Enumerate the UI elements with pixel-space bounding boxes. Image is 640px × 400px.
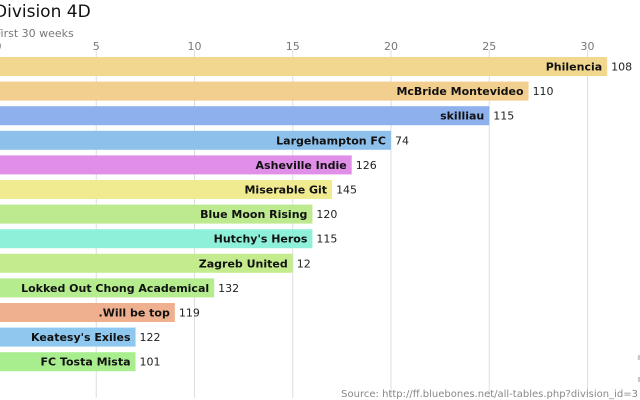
bar-category-label: McBride Montevideo xyxy=(396,85,524,98)
bar-category-label: FC Tosta Mista xyxy=(41,356,131,369)
bar xyxy=(0,81,529,101)
bar-value-label: 101 xyxy=(140,356,161,369)
bar-value-label: 145 xyxy=(336,184,357,197)
bar-category-label: Zagreb United xyxy=(199,257,288,270)
x-tick-label: 5 xyxy=(93,40,100,53)
bar-category-label: Lokked Out Chong Academical xyxy=(21,282,209,295)
bar-value-label: 74 xyxy=(395,134,409,147)
bar xyxy=(0,352,136,372)
bar xyxy=(0,253,293,273)
bar-value-label: 122 xyxy=(140,331,161,344)
bar-category-label: skilliau xyxy=(440,110,484,123)
x-tick-label: 0 xyxy=(0,40,2,53)
bar xyxy=(0,303,175,322)
bar-category-label: .Will be top xyxy=(99,307,170,320)
bar-category-label: Asheville Indie xyxy=(256,159,347,172)
chart-subtitle: First 30 weeks xyxy=(0,27,74,40)
bars: Philencia 108 McBride Montevideo 110 skillia… xyxy=(0,57,632,372)
x-tick-label: 25 xyxy=(482,40,496,53)
bar xyxy=(0,57,608,76)
bar-value-label: 115 xyxy=(493,110,514,123)
x-tick-label: 10 xyxy=(188,40,202,53)
bar-category-label: Miserable Git xyxy=(244,184,327,197)
week-watermark: 1 xyxy=(634,347,640,391)
x-tick-label: 20 xyxy=(384,40,398,53)
bar-category-label: Philencia xyxy=(546,61,602,74)
bar-value-label: 120 xyxy=(316,208,337,221)
source-note: Source: http://ff.bluebones.net/all-tabl… xyxy=(341,389,638,400)
bar-category-label: Hutchy's Heros xyxy=(214,233,308,246)
bar-value-label: 132 xyxy=(218,282,239,295)
bar xyxy=(0,229,313,249)
bar xyxy=(0,130,392,150)
chart-title: Division 4D xyxy=(0,2,91,22)
bar xyxy=(0,278,215,298)
bar xyxy=(0,180,333,199)
bar-value-label: 119 xyxy=(179,307,200,320)
bar-category-label: Largehampton FC xyxy=(276,134,386,147)
x-tick-label: 30 xyxy=(581,40,595,53)
bar xyxy=(0,327,136,347)
bar-category-label: Blue Moon Rising xyxy=(200,208,307,221)
bar xyxy=(0,106,490,126)
bar xyxy=(0,204,313,224)
bar-value-label: 126 xyxy=(356,159,377,172)
bar xyxy=(0,155,352,175)
bar-value-label: 108 xyxy=(611,61,632,74)
bar-value-label: 12 xyxy=(297,257,311,270)
bar-value-label: 115 xyxy=(316,233,337,246)
x-tick-label: 15 xyxy=(286,40,300,53)
bar-category-label: Keatesy's Exiles xyxy=(31,331,131,344)
bar-value-label: 110 xyxy=(533,85,554,98)
